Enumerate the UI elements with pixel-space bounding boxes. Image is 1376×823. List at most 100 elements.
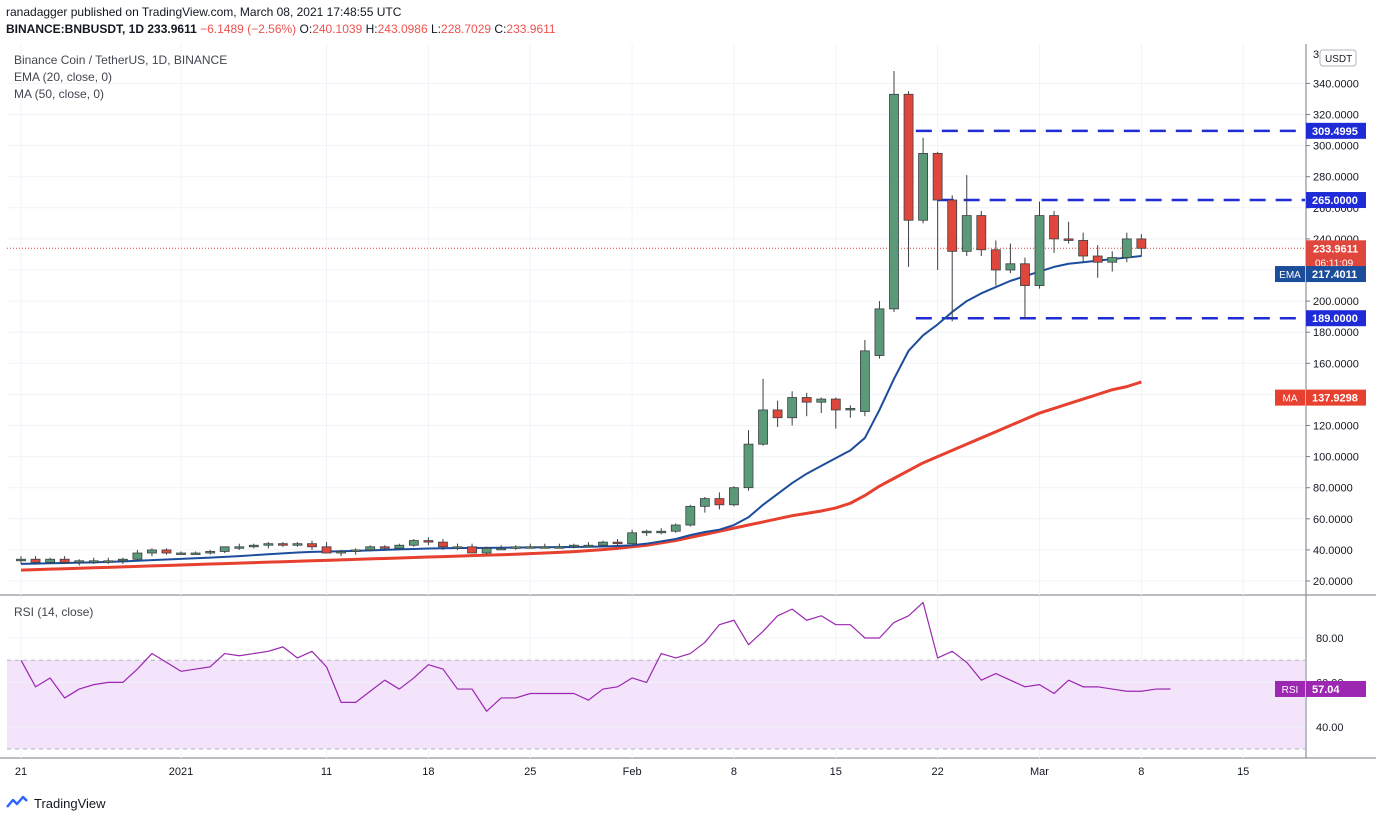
candle-body — [510, 546, 521, 549]
candle — [190, 551, 201, 555]
candle-body — [30, 558, 41, 563]
candle — [772, 400, 783, 428]
last-price: 233.9611 — [147, 22, 197, 36]
price-tick-label: 3 — [1313, 49, 1319, 61]
candle-body — [423, 540, 434, 543]
candle — [292, 542, 303, 547]
candle — [1034, 201, 1045, 289]
candle-body — [205, 551, 216, 554]
candle-body — [132, 552, 143, 560]
ma-badge-label-box — [1275, 389, 1305, 406]
ohlc-line: BINANCE:BNBUSDT, 1D 233.9611 −6.1489 (−2… — [6, 22, 556, 36]
candle-body — [1121, 238, 1132, 258]
candle — [961, 175, 972, 257]
time-tick-label: 21 — [15, 766, 27, 778]
candle-body — [307, 543, 317, 548]
candle — [307, 540, 317, 550]
tradingview-logo-icon — [6, 795, 28, 808]
price-tick-label: 60.0000 — [1313, 514, 1353, 526]
candle-body — [729, 487, 739, 506]
candle-body — [263, 543, 274, 546]
candle — [525, 543, 536, 549]
ma-legend[interactable]: MA (50, close, 0) — [14, 87, 105, 101]
level-309-badge-value: 309.4995 — [1312, 126, 1358, 138]
candle — [699, 497, 710, 513]
candle-body — [147, 549, 157, 554]
rsi-badge-label-box — [1275, 680, 1305, 697]
candle — [379, 545, 390, 550]
time-tick-label: 8 — [1138, 766, 1144, 778]
candle — [394, 543, 405, 550]
ema20-line — [20, 255, 1142, 565]
candle-body — [117, 558, 128, 562]
candle — [277, 542, 288, 547]
ma50-line — [20, 380, 1142, 572]
brand-name: TradingView — [34, 795, 106, 811]
open-value: 240.1039 — [312, 22, 363, 36]
candle — [670, 523, 681, 533]
candle-body — [190, 552, 201, 555]
chart-title[interactable]: Binance Coin / TetherUS, 1D, BINANCE — [14, 53, 228, 67]
candle-body — [496, 547, 507, 551]
candle-body — [990, 249, 1001, 271]
candle — [860, 339, 870, 417]
candle-body — [336, 551, 347, 554]
candle — [932, 151, 943, 270]
tradingview-brand[interactable]: TradingView — [6, 795, 106, 811]
candle-body — [59, 558, 70, 563]
level-189-badge-box — [1306, 310, 1366, 327]
candle — [452, 543, 463, 550]
candle-body — [1078, 240, 1089, 257]
candle-body — [627, 532, 637, 545]
rsi-badge-label: RSI — [1282, 685, 1299, 696]
candle-body — [641, 530, 652, 534]
candle — [641, 529, 652, 536]
price-pane — [7, 44, 1305, 595]
price-tick-label: 160.0000 — [1313, 358, 1359, 370]
candle-body — [45, 558, 55, 563]
candle — [1136, 234, 1147, 257]
candle — [263, 542, 274, 549]
time-tick-label: 2021 — [169, 766, 193, 778]
close-value: 233.9611 — [506, 22, 556, 36]
candle-body — [176, 552, 186, 555]
candle-body — [816, 398, 827, 403]
candle — [1092, 245, 1103, 278]
rsi-legend[interactable]: RSI (14, close) — [14, 605, 94, 619]
ema-legend[interactable]: EMA (20, close, 0) — [14, 70, 113, 84]
level-265-badge-box — [1306, 192, 1366, 209]
rsi-badge-box — [1306, 680, 1366, 697]
candle-body — [467, 546, 477, 554]
candle-body — [539, 546, 550, 549]
time-tick-label: 22 — [932, 766, 944, 778]
candle-body — [976, 215, 987, 251]
candle-body — [554, 546, 565, 549]
candle-body — [1063, 238, 1074, 241]
ema-badge-value: 217.4011 — [1312, 269, 1357, 281]
candle-body — [525, 546, 536, 549]
candle-body — [801, 397, 812, 403]
candle — [103, 557, 114, 564]
candle-body — [583, 544, 594, 548]
candle — [1078, 232, 1089, 263]
candle — [467, 543, 477, 554]
candle — [45, 557, 55, 564]
candle-body — [74, 560, 85, 563]
price-tick-label: 120.0000 — [1313, 421, 1359, 433]
candle — [1005, 243, 1016, 274]
candle-body — [758, 409, 768, 445]
candle — [88, 557, 99, 564]
price-tick-label: 320.0000 — [1313, 110, 1359, 122]
price-badge-box — [1306, 240, 1366, 271]
candle — [161, 548, 172, 555]
price-change: −6.1489 (−2.56%) — [200, 22, 297, 36]
candle-body — [1107, 257, 1118, 263]
candle — [816, 397, 827, 414]
candle — [845, 405, 856, 418]
candle-body — [874, 308, 885, 356]
candle-body — [16, 558, 26, 562]
candle — [729, 486, 739, 507]
candle-body — [787, 397, 798, 419]
candle — [336, 549, 347, 557]
